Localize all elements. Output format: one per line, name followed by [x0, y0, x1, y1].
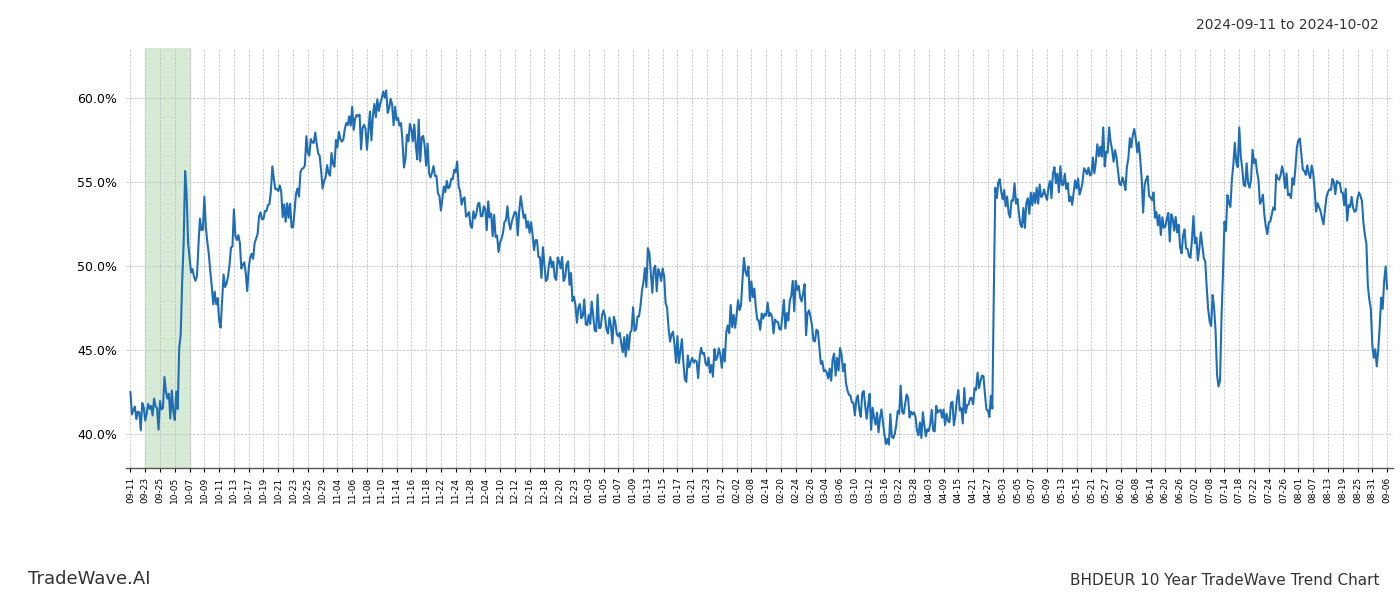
Bar	[146, 48, 189, 468]
Text: TradeWave.AI: TradeWave.AI	[28, 570, 151, 588]
Text: 2024-09-11 to 2024-10-02: 2024-09-11 to 2024-10-02	[1196, 18, 1379, 32]
Text: BHDEUR 10 Year TradeWave Trend Chart: BHDEUR 10 Year TradeWave Trend Chart	[1070, 573, 1379, 588]
